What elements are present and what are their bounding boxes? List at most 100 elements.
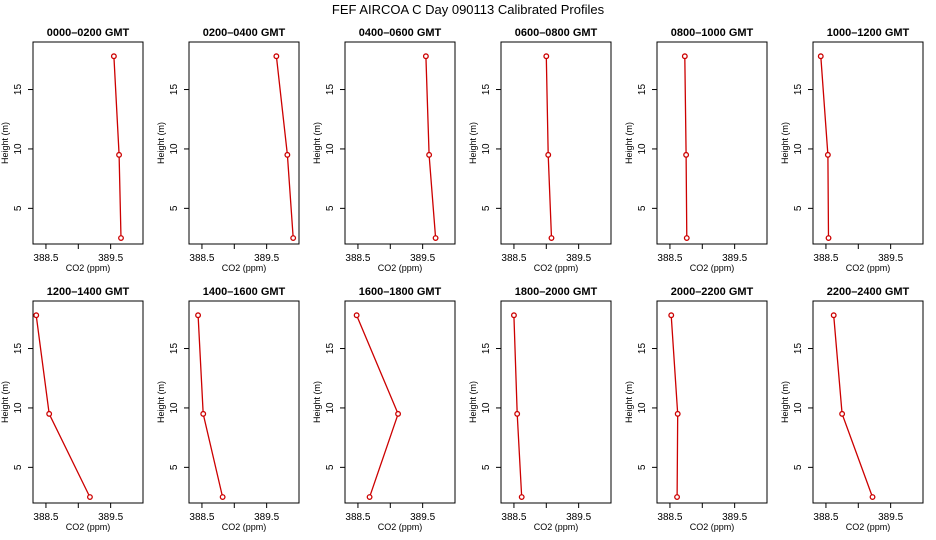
profile-point [681,53,688,60]
panel-title: 0800–1000 GMT [671,27,754,39]
x-tick-label: 389.5 [410,512,435,523]
profile-point [514,410,521,417]
x-tick-label: 389.5 [254,253,279,264]
y-tick-label: 15 [325,84,336,96]
plot-frame [188,300,300,504]
profile-line [545,56,553,239]
profile-line [197,315,224,498]
y-tick-label: 5 [169,464,180,470]
profile-point [683,151,690,158]
profile-line [113,56,122,239]
y-axis-label: Height (m) [312,381,322,423]
profile-point [510,312,517,319]
profile-line [275,56,294,239]
x-tick-label: 389.5 [878,253,903,264]
y-tick-label: 15 [169,84,180,96]
plot-frame [32,300,144,504]
y-tick-label: 5 [13,205,24,211]
y-axis-label: Height (m) [0,122,10,164]
profile-line [356,315,399,498]
plot-frame [344,300,456,504]
y-axis-label: Height (m) [312,122,322,164]
profile-panel: 1600–1800 GMT 388.5 389.5 5 10 15 CO2 (ppm) Hei… [312,286,456,532]
plot-frame [812,41,924,245]
y-tick-label: 10 [169,402,180,414]
profile-point [219,494,226,501]
profile-panel: 0800–1000 GMT 388.5 389.5 5 10 15 CO2 (ppm) Hei… [624,27,768,273]
y-axis-label: Height (m) [156,122,166,164]
profile-line [820,56,830,239]
y-tick-label: 15 [169,343,180,355]
y-tick-label: 5 [481,205,492,211]
x-tick-label: 388.5 [657,512,682,523]
x-axis-label: CO2 (ppm) [222,263,267,273]
profile-point [118,235,124,242]
profile-point [353,312,360,319]
profile-point [46,410,53,417]
y-axis-label: Height (m) [780,381,790,423]
profile-point [116,151,123,158]
profile-line [35,315,91,498]
panel-title: 0600–0800 GMT [515,27,598,39]
profile-panel: 1200–1400 GMT 388.5 389.5 5 10 15 CO2 (ppm) Hei… [0,286,144,532]
x-tick-label: 388.5 [657,253,682,264]
plot-frame [812,300,924,504]
y-tick-label: 10 [793,143,804,155]
plot-frame [500,41,612,245]
y-axis-label: Height (m) [468,381,478,423]
panel-title: 1400–1600 GMT [203,286,286,298]
y-tick-label: 5 [637,464,648,470]
plot-frame [32,41,144,245]
profile-point [543,53,550,60]
profile-point [674,494,681,501]
x-axis-label: CO2 (ppm) [846,522,891,532]
panel-title: 0200–0400 GMT [203,27,286,39]
x-tick-label: 389.5 [410,253,435,264]
profile-line [670,315,679,498]
y-tick-label: 15 [637,84,648,96]
y-tick-label: 10 [13,402,24,414]
profile-point [683,235,690,242]
y-tick-label: 5 [793,205,804,211]
x-tick-label: 388.5 [189,253,214,264]
profile-line [684,56,688,239]
x-axis-label: CO2 (ppm) [846,263,891,273]
x-axis-label: CO2 (ppm) [378,263,423,273]
profile-point [817,53,824,60]
y-tick-label: 15 [793,84,804,96]
profile-point [668,312,675,319]
x-axis-label: CO2 (ppm) [690,263,735,273]
x-tick-label: 389.5 [722,253,747,264]
plot-frame [188,41,300,245]
x-tick-label: 388.5 [813,253,838,264]
y-tick-label: 15 [637,343,648,355]
y-tick-label: 10 [325,402,336,414]
y-tick-label: 5 [169,205,180,211]
y-tick-label: 10 [637,143,648,155]
x-axis-label: CO2 (ppm) [66,522,111,532]
profile-point [366,494,373,501]
profile-point [825,235,832,242]
plot-frame [656,300,768,504]
profile-point [674,410,681,417]
y-tick-label: 10 [169,143,180,155]
panel-title: 0400–0600 GMT [359,27,442,39]
profile-point [422,53,429,60]
plot-frame [500,300,612,504]
panel-title: 1200–1400 GMT [47,286,130,298]
profile-point [33,312,40,319]
profile-panel: 0200–0400 GMT 388.5 389.5 5 10 15 CO2 (ppm) Hei… [156,27,300,273]
profile-point [290,235,297,242]
profile-point [432,235,439,242]
x-axis-label: CO2 (ppm) [378,522,423,532]
y-tick-label: 15 [325,343,336,355]
profile-panel: 0400–0600 GMT 388.5 389.5 5 10 15 CO2 (ppm) Hei… [312,27,456,273]
profile-panel: 0600–0800 GMT 388.5 389.5 5 10 15 CO2 (ppm) Hei… [468,27,612,273]
y-tick-label: 15 [481,343,492,355]
profile-point [200,410,207,417]
x-tick-label: 389.5 [878,512,903,523]
profile-panel: 0000–0200 GMT 388.5 389.5 5 10 15 CO2 (ppm) Hei… [0,27,144,273]
y-tick-label: 5 [325,464,336,470]
x-tick-label: 388.5 [501,253,526,264]
y-tick-label: 15 [793,343,804,355]
